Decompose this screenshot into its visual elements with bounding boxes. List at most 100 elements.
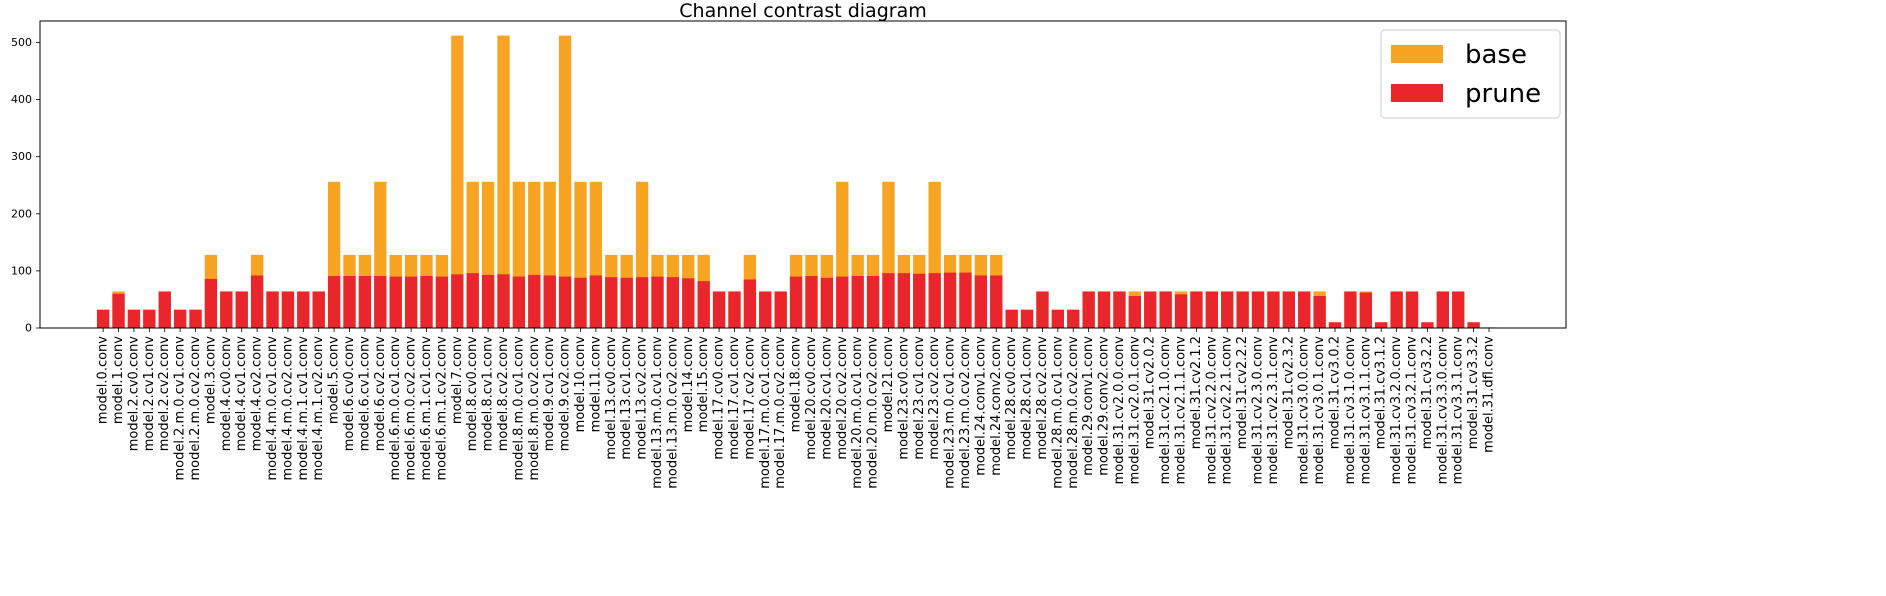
x-tick-label: model.0.conv bbox=[96, 336, 111, 424]
x-tick-label: model.21.conv bbox=[881, 336, 896, 433]
prune-bar bbox=[836, 276, 849, 328]
prune-bar bbox=[1236, 291, 1249, 328]
x-tick-label: model.17.cv0.conv bbox=[712, 336, 727, 460]
prune-bar bbox=[974, 275, 988, 328]
prune-bar bbox=[1452, 291, 1465, 328]
x-tick-label: model.31.cv2.3.2 bbox=[1281, 336, 1296, 449]
prune-bar bbox=[266, 291, 279, 328]
x-tick-label: model.31.cv3.2.1.conv bbox=[1405, 336, 1420, 485]
x-tick-label: model.7.conv bbox=[450, 336, 465, 424]
prune-bar bbox=[1359, 292, 1372, 328]
prune-bar bbox=[928, 273, 941, 328]
prune-bar bbox=[358, 276, 372, 328]
x-tick-label: model.8.cv1.conv bbox=[481, 336, 496, 452]
x-tick-label: model.31.cv3.1.0.conv bbox=[1343, 336, 1358, 485]
x-tick-label: model.5.conv bbox=[327, 336, 342, 424]
x-tick-label: model.31.cv3.0.1.conv bbox=[1312, 336, 1327, 485]
x-tick-label: model.14.conv bbox=[681, 336, 696, 433]
prune-bar bbox=[1067, 309, 1080, 328]
x-tick-label: model.13.m.0.cv1.conv bbox=[650, 336, 665, 489]
prune-bar bbox=[851, 276, 864, 328]
prune-bar bbox=[250, 275, 264, 328]
x-tick-label: model.31.cv3.2.0.conv bbox=[1389, 336, 1404, 485]
prune-bar bbox=[1159, 291, 1172, 328]
x-tick-label: model.31.cv3.1.1.conv bbox=[1358, 336, 1373, 485]
x-tick-label: model.31.cv2.0.0.conv bbox=[1112, 336, 1127, 485]
x-tick-label: model.29.conv2.conv bbox=[1097, 336, 1112, 476]
prune-bar bbox=[1005, 309, 1018, 328]
prune-bar bbox=[943, 272, 957, 328]
plot-frame bbox=[39, 20, 1567, 329]
prune-bar bbox=[173, 309, 187, 328]
prune-bar bbox=[913, 273, 926, 328]
prune-bar bbox=[882, 273, 895, 328]
x-tick-label: model.31.cv2.3.1.conv bbox=[1266, 336, 1281, 485]
x-tick-label: model.2.m.0.cv1.conv bbox=[173, 336, 188, 481]
y-tick-label: 100 bbox=[11, 264, 32, 277]
y-tick-label: 500 bbox=[11, 36, 32, 49]
x-tick-label: model.20.m.0.cv2.conv bbox=[866, 336, 881, 489]
x-tick-label: model.28.cv0.conv bbox=[1004, 336, 1019, 460]
x-tick-label: model.8.m.0.cv1.conv bbox=[511, 336, 526, 481]
x-tick-label: model.11.conv bbox=[588, 336, 603, 433]
prune-bar bbox=[1390, 291, 1403, 328]
prune-bar bbox=[543, 275, 556, 328]
prune-bar bbox=[1144, 291, 1157, 328]
prune-bar bbox=[189, 309, 202, 328]
x-tick-label: model.31.cv2.2.1.conv bbox=[1220, 336, 1235, 485]
x-tick-label: model.8.cv2.conv bbox=[496, 336, 511, 452]
x-tick-label: model.28.cv2.conv bbox=[1035, 336, 1050, 460]
prune-bar bbox=[389, 276, 402, 328]
prune-bar bbox=[774, 291, 787, 328]
prune-bar bbox=[1051, 309, 1065, 328]
prune-bar bbox=[1097, 291, 1111, 328]
prune-bar bbox=[990, 275, 1003, 328]
prune-bar bbox=[574, 277, 587, 328]
x-tick-label: model.31.cv2.1.0.conv bbox=[1158, 336, 1173, 485]
x-tick-label: model.18.conv bbox=[789, 336, 804, 433]
prune-bar bbox=[743, 279, 757, 328]
y-tick-label: 400 bbox=[11, 93, 32, 106]
x-tick-label: model.29.conv1.conv bbox=[1081, 336, 1096, 476]
prune-bar bbox=[682, 278, 695, 328]
prune-bar bbox=[312, 291, 325, 328]
legend-label-base: base bbox=[1465, 40, 1527, 70]
prune-bar bbox=[1036, 291, 1049, 328]
prune-bar bbox=[297, 291, 310, 328]
prune-bar bbox=[220, 291, 233, 328]
prune-bar bbox=[204, 278, 218, 328]
prune-bar bbox=[666, 277, 680, 328]
x-tick-label: model.4.m.0.cv1.conv bbox=[265, 336, 280, 481]
legend: base prune bbox=[1380, 29, 1561, 119]
prune-bar bbox=[1328, 322, 1342, 328]
prune-bar bbox=[651, 276, 664, 328]
x-tick-label: model.13.cv2.conv bbox=[635, 336, 650, 460]
x-tick-label: model.28.m.0.cv1.conv bbox=[1050, 336, 1065, 489]
x-tick-label: model.31.cv3.1.2 bbox=[1374, 336, 1389, 449]
prune-bar bbox=[481, 274, 495, 328]
prune-bar bbox=[635, 277, 649, 328]
prune-bar bbox=[1020, 309, 1034, 328]
x-tick-label: model.2.cv0.conv bbox=[126, 336, 141, 452]
prune-bar bbox=[512, 276, 526, 328]
prune-bar bbox=[1467, 322, 1480, 328]
prune-bar bbox=[235, 291, 248, 328]
prune-bar bbox=[1128, 296, 1141, 328]
prune-bar bbox=[1251, 291, 1265, 328]
prune-bar bbox=[805, 276, 818, 328]
prune-bar bbox=[112, 293, 125, 328]
base-bar bbox=[497, 35, 510, 329]
x-tick-label: model.31.cv2.1.2 bbox=[1189, 336, 1204, 449]
x-tick-label: model.13.m.0.cv2.conv bbox=[665, 336, 680, 489]
x-tick-label: model.23.m.0.cv1.conv bbox=[943, 336, 958, 489]
prune-bar bbox=[281, 291, 295, 328]
prune-bar bbox=[1375, 322, 1388, 328]
x-tick-label: model.4.cv2.conv bbox=[250, 336, 265, 452]
x-tick-label: model.13.cv0.conv bbox=[604, 336, 619, 460]
x-tick-label: model.23.cv1.conv bbox=[912, 336, 927, 460]
x-tick-label: model.2.cv2.conv bbox=[157, 336, 172, 452]
prune-bar bbox=[712, 291, 726, 328]
legend-swatch-base bbox=[1391, 45, 1443, 63]
x-tick-label: model.4.m.1.cv1.conv bbox=[296, 336, 311, 481]
